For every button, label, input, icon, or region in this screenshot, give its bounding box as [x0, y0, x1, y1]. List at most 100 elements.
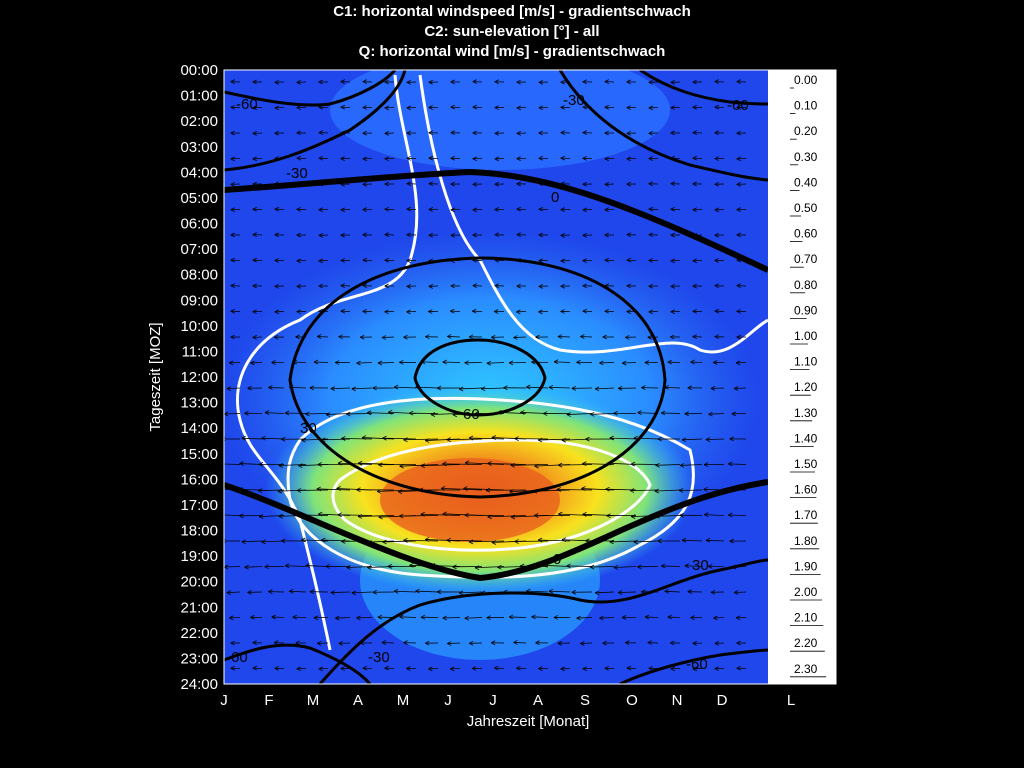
wind-vector-arrowhead [472, 207, 477, 211]
legend-scale-value: 2.30 [794, 662, 818, 676]
wind-vector-arrowhead [318, 310, 323, 314]
wind-vector-arrowhead [537, 439, 543, 443]
contour-label-neg60-d: -60 [686, 656, 708, 673]
wind-vector-arrowhead [356, 615, 361, 619]
wind-vector-arrow [609, 540, 637, 543]
wind-vector-arrowhead [599, 360, 604, 364]
wind-vector-arrowhead [399, 463, 404, 467]
wind-vector-arrow [566, 565, 593, 567]
wind-vector-arrowhead [318, 155, 323, 159]
wind-vector-arrowhead [494, 285, 499, 289]
contour-label-30-a: 30 [300, 420, 317, 437]
wind-vector-arrowhead [425, 336, 430, 340]
wind-vector-arrow [381, 336, 395, 338]
wind-vector-arrowhead [733, 388, 739, 391]
wind-vector-arrowhead [648, 79, 653, 83]
wind-vector-arrowhead [464, 460, 470, 464]
wind-vector-arrowhead [382, 437, 387, 441]
wind-vector-arrowhead [708, 563, 713, 567]
wind-vector-arrowhead [226, 592, 232, 595]
wind-vector-arrowhead [224, 564, 229, 568]
wind-vector-arrowhead [336, 488, 341, 491]
wind-vector-arrowhead [360, 336, 365, 340]
wind-vector-arrowhead [606, 462, 612, 466]
wind-vector-arrow [226, 387, 241, 389]
wind-vector-arrowhead [648, 81, 653, 85]
wind-vector-arrowhead [340, 666, 345, 669]
wind-vector-arrowhead [648, 285, 653, 289]
wind-vector-arrowhead [318, 283, 323, 287]
legend-scale-value: 2.20 [794, 636, 818, 650]
wind-vector-arrowhead [657, 436, 662, 440]
wind-vector-arrowhead [377, 362, 383, 366]
wind-vector-arrowhead [340, 258, 345, 261]
wind-vector-arrowhead [440, 487, 446, 491]
wind-vector-arrowhead [367, 567, 372, 570]
wind-vector-arrowhead [692, 666, 697, 670]
wind-vector-arrowhead [362, 79, 367, 83]
wind-vector-arrowhead [450, 79, 455, 83]
wind-vector-arrowhead [318, 104, 323, 108]
wind-vector-arrowhead [604, 285, 609, 288]
wind-vector-arrowhead [472, 132, 477, 136]
wind-vector-arrowhead [377, 616, 383, 620]
wind-vector-arrowhead [440, 485, 446, 489]
wind-vector-arrowhead [626, 156, 631, 160]
wind-vector-arrow [708, 413, 725, 415]
wind-vector-arrowhead [487, 514, 492, 518]
wind-vector-arrowhead [281, 538, 286, 542]
wind-vector-arrowhead [450, 233, 455, 236]
wind-vector-arrowhead [340, 260, 345, 263]
wind-vector-arrowhead [313, 615, 319, 619]
wind-vector-arrowhead [252, 335, 257, 338]
wind-vector-arrowhead [281, 540, 286, 544]
wind-vector-arrowhead [503, 589, 508, 593]
legend-scale-value: 0.00 [794, 73, 818, 87]
sun-elevation-zero-contour-top [224, 168, 768, 273]
wind-vector-arrow [513, 336, 527, 338]
wind-vector-arrowhead [594, 592, 600, 596]
wind-vector-arrowhead [274, 130, 279, 134]
wind-vector-arrowhead [452, 566, 457, 570]
wind-vector-arrowhead [582, 132, 587, 136]
wind-vector-arrowhead [560, 260, 565, 264]
wind-vector-arrowhead [450, 181, 455, 185]
wind-vector-arrowhead [560, 285, 565, 289]
wind-vector-arrowhead [472, 104, 477, 108]
wind-vector-arrowhead [617, 592, 623, 595]
wind-vector-arrowhead [561, 537, 567, 541]
wind-vector-arrowhead [679, 463, 685, 466]
wind-vector-arrowhead [230, 104, 235, 108]
wind-vector-arrowhead [617, 590, 623, 593]
wind-vector-arrowhead [625, 335, 630, 338]
wind-vector-arrow [224, 488, 241, 491]
sun-elevation-neg60-contour-top-left [224, 70, 397, 107]
wind-vector-arrow [357, 515, 395, 517]
wind-vector-arrow [664, 386, 681, 389]
wind-vector-arrowhead [714, 668, 719, 671]
wind-vector-arrowhead [731, 413, 736, 417]
wind-vector-arrow [292, 361, 307, 363]
wind-vector-arrowhead [274, 309, 279, 313]
wind-vector-arrow [609, 437, 637, 440]
wind-vector-arrowhead [298, 465, 303, 469]
wind-vector-arrowhead [553, 361, 559, 365]
wind-vector-arrowhead [648, 283, 653, 287]
wind-vector-arrowhead [278, 465, 283, 468]
wind-vector-arrowhead [252, 667, 257, 671]
wind-vector-arrowhead [230, 106, 235, 110]
wind-vector-arrowhead [284, 563, 290, 567]
wind-vector-arrowhead [362, 132, 367, 136]
wind-vector-arrowhead [318, 181, 323, 185]
wind-vector-arrowhead [274, 234, 279, 238]
wind-vector-arrowhead [384, 131, 389, 134]
wind-vector-arrowhead [321, 539, 326, 543]
wind-vector-arrowhead [318, 233, 323, 236]
x-tick-label: M [307, 692, 320, 709]
wind-vector-arrow [532, 489, 571, 492]
wind-vector-arrowhead [582, 668, 587, 672]
wind-vector-arrowhead [648, 309, 653, 313]
y-tick-label: 00:00 [180, 62, 218, 79]
wind-vector-arrowhead [274, 283, 279, 287]
